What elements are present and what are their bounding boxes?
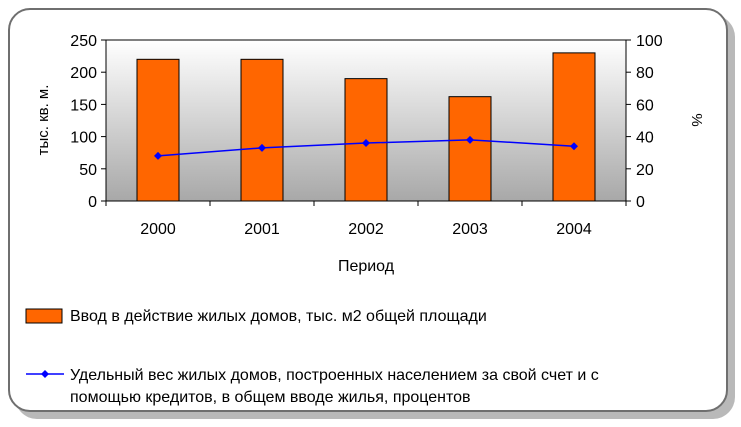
x-tick-label: 2003 (452, 221, 488, 238)
y-tick-label: 50 (79, 162, 97, 179)
y2-tick-label: 80 (636, 65, 654, 82)
y-tick-label: 200 (70, 65, 97, 82)
bar-2001 (240, 58, 284, 202)
y2-tick-label: 100 (636, 33, 663, 50)
line-point-2004 (570, 142, 578, 151)
legend-line-marker (41, 370, 49, 378)
legend-bar-swatch (25, 308, 63, 324)
bar-2003 (448, 96, 492, 202)
x-tick-label: 2001 (244, 221, 280, 238)
legend-line-label-2: помощью кредитов, в общем вводе жилья, п… (70, 389, 471, 406)
y-tick-label: 0 (88, 194, 97, 211)
line-point-2000 (154, 151, 162, 160)
line-point-2001 (258, 143, 266, 152)
y-tick-label: 150 (70, 97, 97, 114)
y2-tick-label: 40 (636, 130, 654, 147)
x-tick-label: 2000 (140, 221, 176, 238)
bar-2004 (552, 52, 596, 202)
x-tick-label: 2004 (556, 221, 592, 238)
y-tick-label: 250 (70, 33, 97, 50)
line-point-2002 (362, 139, 370, 148)
y2-tick-label: 20 (636, 162, 654, 179)
y-axis-title: тыс. кв. м. (35, 85, 52, 156)
y2-tick-label: 60 (636, 97, 654, 114)
x-tick-label: 2002 (348, 221, 384, 238)
y-tick-label: 100 (70, 130, 97, 147)
legend-line-label-1: Удельный вес жилых домов, построенных на… (70, 367, 599, 384)
y2-axis-title: % (688, 113, 705, 126)
line-point-2003 (466, 135, 474, 144)
legend-bar-label: Ввод в действие жилых домов, тыс. м2 общ… (70, 308, 487, 325)
y2-tick-label: 0 (636, 194, 645, 211)
x-axis-title: Период (338, 258, 395, 275)
bar-2000 (136, 58, 180, 202)
